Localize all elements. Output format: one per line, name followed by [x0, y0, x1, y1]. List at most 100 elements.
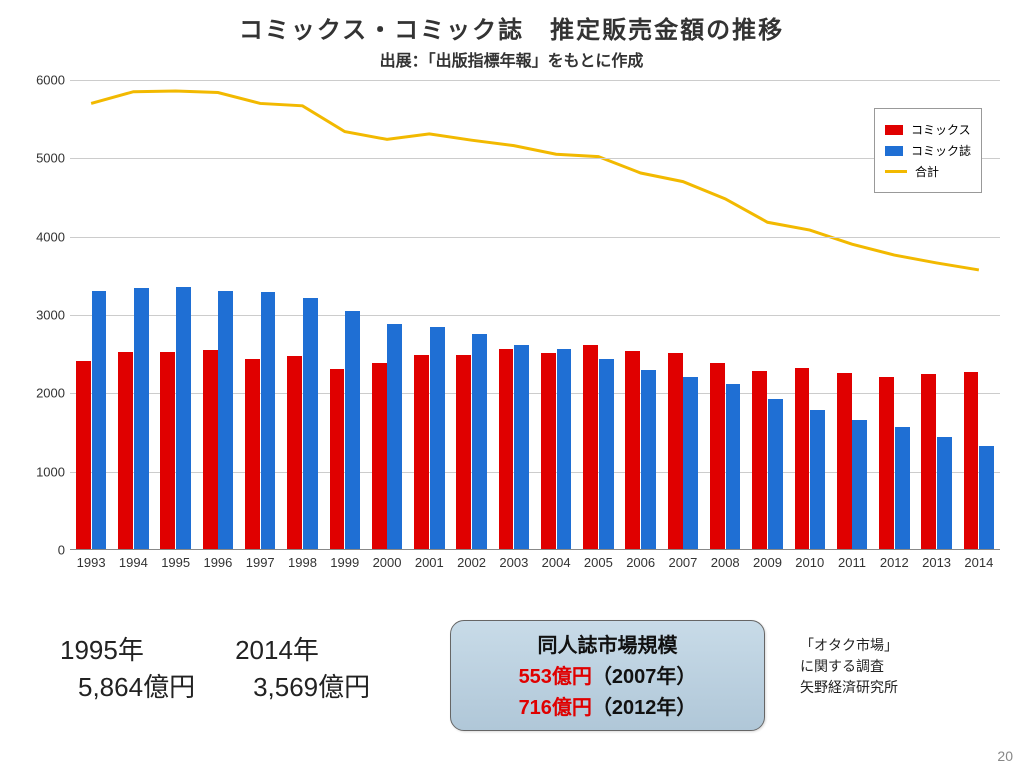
xtick-label: 2007	[668, 555, 697, 570]
bar-magazine	[768, 399, 783, 549]
footer-stat-year: 1995年	[60, 630, 195, 667]
year-group: 2000	[366, 80, 408, 549]
bar-comics	[118, 352, 133, 549]
doujin-box: 同人誌市場規模 553億円（2007年）716億円（2012年）	[450, 620, 765, 731]
chart-title: コミックス・コミック誌 推定販売金額の推移	[0, 10, 1023, 45]
legend-swatch-icon	[885, 125, 903, 135]
bar-magazine	[430, 327, 445, 549]
bar-comics	[287, 356, 302, 549]
bar-comics	[414, 355, 429, 549]
bar-magazine	[472, 334, 487, 549]
bar-magazine	[641, 370, 656, 549]
xtick-label: 2008	[711, 555, 740, 570]
footer-stat-year: 2014年	[235, 630, 370, 667]
doujin-line: 553億円（2007年）	[465, 660, 750, 689]
bar-comics	[752, 371, 767, 549]
bar-magazine	[134, 288, 149, 549]
year-group: 1996	[197, 80, 239, 549]
bar-comics	[160, 352, 175, 549]
legend-swatch-icon	[885, 146, 903, 156]
bar-magazine	[303, 298, 318, 549]
bar-comics	[837, 373, 852, 549]
ytick-label: 0	[30, 543, 65, 558]
year-group: 1998	[281, 80, 323, 549]
bar-comics	[964, 372, 979, 549]
xtick-label: 1996	[203, 555, 232, 570]
xtick-label: 2004	[542, 555, 571, 570]
doujin-amount: 553億円	[519, 666, 592, 688]
year-group: 2007	[662, 80, 704, 549]
bar-magazine	[979, 446, 994, 549]
xtick-label: 2006	[626, 555, 655, 570]
xtick-label: 2005	[584, 555, 613, 570]
year-group: 2009	[746, 80, 788, 549]
bar-comics	[76, 361, 91, 549]
xtick-label: 1993	[77, 555, 106, 570]
bar-magazine	[683, 377, 698, 549]
year-group: 1994	[112, 80, 154, 549]
xtick-label: 2000	[373, 555, 402, 570]
doujin-year: （2012年）	[592, 697, 697, 719]
footer-source-line: 矢野経済研究所	[800, 677, 898, 698]
xtick-label: 1994	[119, 555, 148, 570]
year-group: 2008	[704, 80, 746, 549]
bar-comics	[456, 355, 471, 549]
footer: 1995年5,864億円 2014年3,569億円 同人誌市場規模 553億円（2…	[0, 610, 1023, 740]
xtick-label: 2002	[457, 555, 486, 570]
legend: コミックスコミック誌合計	[874, 108, 982, 193]
bar-magazine	[726, 384, 741, 549]
bar-magazine	[514, 345, 529, 549]
ytick-label: 1000	[30, 464, 65, 479]
bar-magazine	[557, 349, 572, 549]
legend-item: 合計	[885, 163, 971, 180]
legend-line-icon	[885, 170, 907, 173]
xtick-label: 2010	[795, 555, 824, 570]
footer-left-stats: 1995年5,864億円 2014年3,569億円	[60, 630, 410, 704]
footer-source-line: に関する調査	[800, 656, 898, 677]
bar-comics	[499, 349, 514, 549]
year-group: 2005	[577, 80, 619, 549]
legend-label: 合計	[915, 163, 939, 180]
bar-magazine	[810, 410, 825, 549]
chart-subtitle: 出展：「出版指標年報」をもとに作成	[0, 47, 1023, 71]
footer-stat: 1995年5,864億円	[60, 630, 195, 704]
bar-comics	[795, 368, 810, 549]
xtick-label: 1995	[161, 555, 190, 570]
doujin-line: 716億円（2012年）	[465, 691, 750, 720]
year-group: 2006	[620, 80, 662, 549]
chart-area: 0100020003000400050006000199319941995199…	[30, 80, 1000, 580]
xtick-label: 2001	[415, 555, 444, 570]
ytick-label: 6000	[30, 73, 65, 88]
footer-source-line: 「オタク市場」	[800, 635, 898, 656]
bar-magazine	[599, 359, 614, 549]
ytick-label: 3000	[30, 308, 65, 323]
year-group: 2002	[450, 80, 492, 549]
xtick-label: 2003	[499, 555, 528, 570]
xtick-label: 2014	[964, 555, 993, 570]
plot-area: 0100020003000400050006000199319941995199…	[70, 80, 1000, 550]
xtick-label: 1998	[288, 555, 317, 570]
bar-comics	[203, 350, 218, 549]
footer-stat: 2014年3,569億円	[235, 630, 370, 704]
legend-item: コミック誌	[885, 142, 971, 159]
bar-comics	[541, 353, 556, 549]
bar-magazine	[218, 291, 233, 550]
xtick-label: 2013	[922, 555, 951, 570]
bar-comics	[245, 359, 260, 549]
xtick-label: 1999	[330, 555, 359, 570]
footer-stat-value: 3,569億円	[235, 667, 370, 704]
ytick-label: 5000	[30, 151, 65, 166]
doujin-title: 同人誌市場規模	[465, 629, 750, 658]
bar-comics	[921, 374, 936, 549]
bar-magazine	[895, 427, 910, 549]
bar-comics	[668, 353, 683, 549]
bar-comics	[330, 369, 345, 549]
year-group: 1993	[70, 80, 112, 549]
xtick-label: 2011	[838, 555, 866, 570]
year-group: 1995	[155, 80, 197, 549]
doujin-amount: 716億円	[519, 697, 592, 719]
year-group: 2001	[408, 80, 450, 549]
year-group: 2010	[789, 80, 831, 549]
xtick-label: 2012	[880, 555, 909, 570]
xtick-label: 1997	[246, 555, 275, 570]
